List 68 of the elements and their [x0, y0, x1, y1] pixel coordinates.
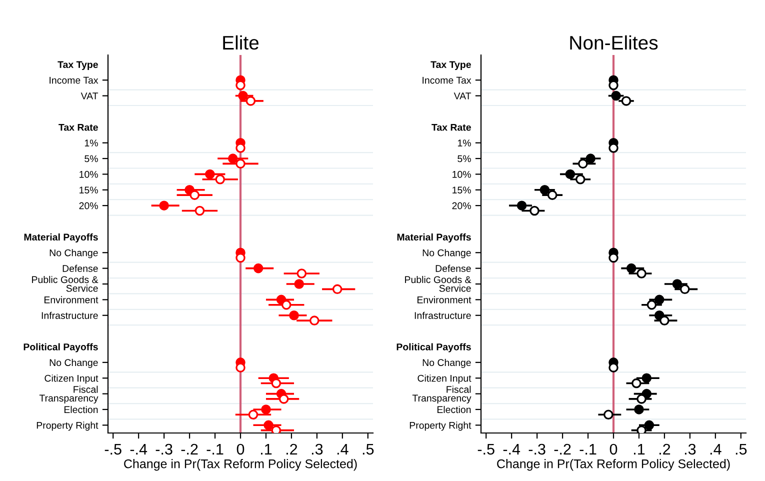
- y-tick-label: 1%: [458, 140, 471, 146]
- x-axis-title: Change in Pr(Tax Reform Policy Selected): [497, 459, 730, 471]
- y-tick-label: VAT: [454, 92, 472, 100]
- y-tick-label: Tax Rate: [432, 124, 471, 131]
- x-tick-label: -.5: [104, 444, 122, 455]
- y-tick-label: 10%: [80, 170, 98, 178]
- y-tick-label: Political Payoffs: [396, 343, 471, 352]
- x-tick-label: -.4: [130, 444, 148, 454]
- x-tick-label: .3: [684, 444, 696, 455]
- x-tick-label: .1: [261, 444, 272, 454]
- y-tick-label: Tax Type: [430, 61, 471, 70]
- y-tick-label: Infrastructure: [414, 312, 471, 319]
- x-tick-label: 0: [610, 444, 618, 455]
- y-tick-label: Fiscal Transparency: [412, 386, 472, 404]
- y-tick-label: Public Goods & Service: [405, 276, 472, 292]
- y-tick-label: Income Tax: [50, 76, 98, 84]
- chart-title: Non-Elites: [570, 35, 658, 50]
- y-tick-label: Environment: [44, 296, 98, 304]
- y-tick-label: Election: [64, 406, 98, 414]
- y-tick-label: Election: [437, 406, 471, 414]
- y-tick-label: No Change: [422, 358, 471, 368]
- x-tick-label: .4: [710, 444, 722, 454]
- y-tick-label: 5%: [84, 155, 98, 162]
- y-tick-label: Property Right: [410, 422, 472, 431]
- y-tick-label: Defense: [436, 264, 471, 272]
- x-tick-label: 0: [236, 444, 244, 455]
- y-tick-label: Citizen Input: [44, 374, 98, 384]
- y-tick-label: No Change: [50, 358, 98, 368]
- x-tick-label: .5: [736, 444, 747, 455]
- y-tick-label: 20%: [79, 202, 98, 210]
- x-tick-label: .4: [337, 444, 348, 454]
- y-tick-label: Property Right: [36, 422, 98, 431]
- x-axis-title: Change in Pr(Tax Reform Policy Selected): [124, 459, 357, 471]
- x-tick-label: -.3: [528, 444, 546, 455]
- x-tick-label: .5: [362, 444, 374, 455]
- chart-title: Elite: [223, 35, 259, 50]
- y-tick-label: 1%: [84, 140, 98, 146]
- y-tick-label: 20%: [452, 202, 471, 210]
- y-tick-label: Income Tax: [422, 76, 472, 84]
- y-tick-label: Political Payoffs: [24, 343, 98, 352]
- y-tick-label: 15%: [452, 186, 471, 194]
- y-tick-label: 5%: [458, 155, 471, 162]
- x-tick-label: .2: [286, 444, 298, 454]
- y-tick-label: Fiscal Transparency: [39, 386, 98, 404]
- y-tick-label: Environment: [418, 296, 472, 304]
- y-tick-label: 10%: [452, 170, 471, 178]
- x-tick-label: -.2: [554, 444, 571, 454]
- y-tick-label: No Change: [50, 249, 98, 258]
- x-tick-label: .1: [634, 444, 645, 454]
- x-tick-label: .2: [659, 444, 670, 454]
- y-tick-label: No Change: [422, 249, 471, 258]
- y-tick-label: Material Payoffs: [397, 233, 471, 242]
- x-tick-label: -.1: [580, 444, 596, 454]
- y-tick-label: Defense: [62, 264, 98, 272]
- x-tick-label: -.5: [478, 444, 494, 455]
- y-tick-label: VAT: [80, 92, 98, 100]
- y-tick-label: Material Payoffs: [24, 233, 98, 242]
- y-tick-label: Tax Type: [58, 61, 98, 70]
- x-tick-label: .3: [312, 444, 323, 455]
- y-tick-label: 15%: [80, 186, 98, 194]
- x-tick-label: -.2: [181, 444, 198, 454]
- y-tick-label: Public Goods & Service: [32, 276, 98, 292]
- y-tick-label: Citizen Input: [418, 374, 472, 384]
- x-tick-label: -.1: [206, 444, 224, 454]
- y-tick-label: Infrastructure: [42, 312, 98, 319]
- x-tick-label: -.3: [156, 444, 172, 455]
- x-tick-label: -.4: [503, 444, 520, 454]
- y-tick-label: Tax Rate: [58, 124, 98, 131]
